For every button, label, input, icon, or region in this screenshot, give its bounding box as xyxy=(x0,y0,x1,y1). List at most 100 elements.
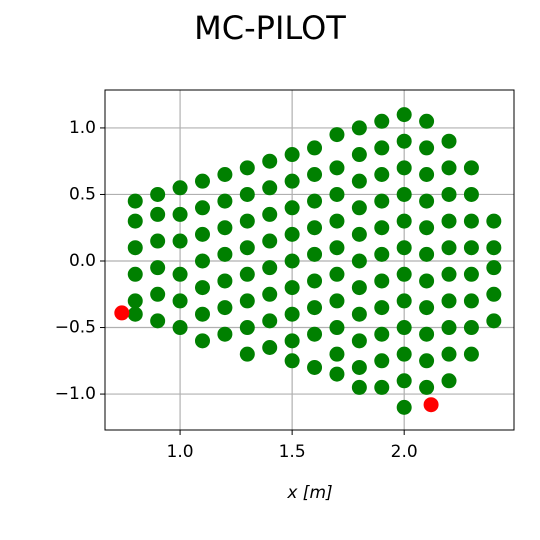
point xyxy=(423,397,439,413)
point xyxy=(419,379,435,395)
point xyxy=(351,200,367,216)
x-tick-label: 1.5 xyxy=(279,442,306,462)
point xyxy=(396,213,412,229)
point xyxy=(239,266,255,282)
point xyxy=(217,193,233,209)
point xyxy=(396,160,412,176)
point xyxy=(441,293,457,309)
point xyxy=(127,193,143,209)
y-tick-label: 1.0 xyxy=(69,118,96,138)
point xyxy=(441,266,457,282)
x-tick-label: 2.0 xyxy=(391,442,418,462)
point xyxy=(419,167,435,183)
point xyxy=(194,280,210,296)
point xyxy=(419,246,435,262)
point xyxy=(396,320,412,336)
point xyxy=(262,153,278,169)
point xyxy=(486,213,502,229)
point xyxy=(441,186,457,202)
point xyxy=(351,226,367,242)
point xyxy=(329,266,345,282)
point xyxy=(329,366,345,382)
point xyxy=(262,206,278,222)
point xyxy=(351,306,367,322)
point xyxy=(329,320,345,336)
point xyxy=(486,313,502,329)
point xyxy=(307,326,323,342)
point xyxy=(351,147,367,163)
point xyxy=(284,280,300,296)
point xyxy=(194,226,210,242)
point xyxy=(419,193,435,209)
point xyxy=(217,326,233,342)
point xyxy=(441,320,457,336)
point xyxy=(150,286,166,302)
point xyxy=(284,253,300,269)
chart-title: MC-PILOT xyxy=(194,9,346,47)
point xyxy=(441,346,457,362)
point xyxy=(150,260,166,276)
point xyxy=(396,240,412,256)
point xyxy=(172,293,188,309)
point xyxy=(172,320,188,336)
point xyxy=(284,226,300,242)
point xyxy=(127,293,143,309)
point xyxy=(307,246,323,262)
point xyxy=(463,346,479,362)
point xyxy=(441,240,457,256)
point xyxy=(284,333,300,349)
point xyxy=(419,220,435,236)
point xyxy=(463,213,479,229)
point xyxy=(441,373,457,389)
point xyxy=(374,167,390,183)
point xyxy=(217,246,233,262)
x-tick-label: 1.0 xyxy=(167,442,194,462)
point xyxy=(284,147,300,163)
point xyxy=(396,266,412,282)
point xyxy=(396,133,412,149)
point xyxy=(239,293,255,309)
point xyxy=(463,320,479,336)
point xyxy=(419,273,435,289)
point xyxy=(217,220,233,236)
point xyxy=(239,320,255,336)
y-tick-label: −1.0 xyxy=(55,384,96,404)
point xyxy=(127,306,143,322)
point xyxy=(463,240,479,256)
point xyxy=(374,326,390,342)
point xyxy=(463,266,479,282)
point xyxy=(486,286,502,302)
point xyxy=(329,186,345,202)
point xyxy=(284,200,300,216)
point xyxy=(396,399,412,415)
point xyxy=(150,233,166,249)
point xyxy=(284,353,300,369)
point xyxy=(127,240,143,256)
y-tick-label: 0.5 xyxy=(69,184,96,204)
point xyxy=(374,113,390,129)
point xyxy=(374,246,390,262)
point xyxy=(262,339,278,355)
point xyxy=(441,133,457,149)
y-tick-label: −0.5 xyxy=(55,318,96,338)
point xyxy=(307,140,323,156)
point xyxy=(262,180,278,196)
point xyxy=(419,353,435,369)
point xyxy=(114,305,130,321)
point xyxy=(307,359,323,375)
point xyxy=(217,167,233,183)
point xyxy=(150,313,166,329)
point xyxy=(307,167,323,183)
point xyxy=(262,260,278,276)
point xyxy=(396,107,412,123)
point xyxy=(351,379,367,395)
point xyxy=(329,127,345,143)
point xyxy=(351,333,367,349)
point xyxy=(396,293,412,309)
point xyxy=(396,186,412,202)
point xyxy=(262,233,278,249)
point xyxy=(127,213,143,229)
x-axis-label: x [m] xyxy=(286,483,332,503)
point xyxy=(374,353,390,369)
